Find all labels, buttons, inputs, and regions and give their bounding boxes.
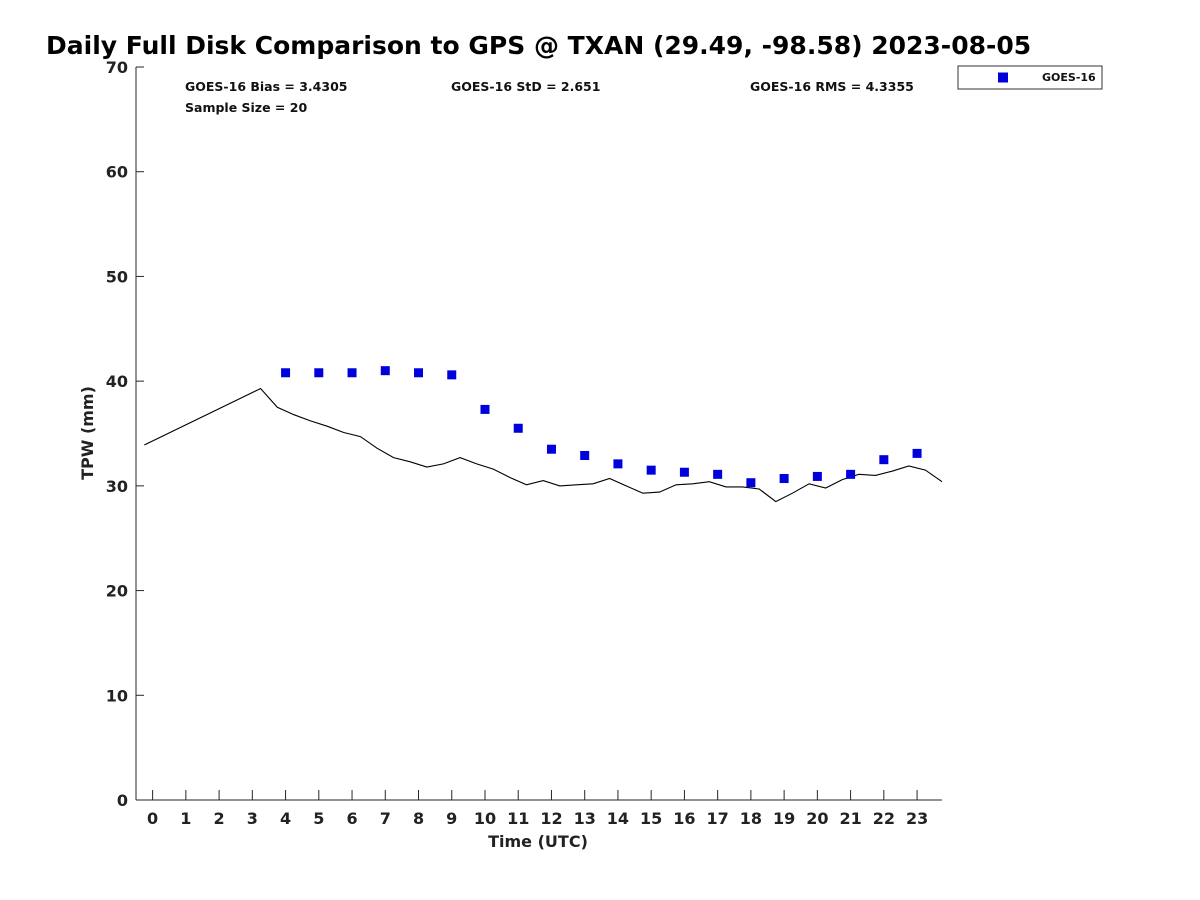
series-markers-layer [281,366,922,488]
x-tick-label: 21 [839,809,861,828]
series-line-reference [144,387,943,503]
goes16-point [679,467,689,477]
series-line-layer [144,387,943,503]
x-tick-label: 8 [413,809,424,828]
y-tick-label: 20 [106,582,128,601]
legend-box [957,65,1103,90]
x-tick-label: 14 [607,809,629,828]
goes16-point [912,448,922,458]
y-tick-label: 70 [106,58,128,77]
goes16-point [546,444,556,454]
goes16-point [414,368,424,378]
legend-label-goes16: GOES-16 [1042,71,1096,84]
goes16-point [746,478,756,488]
x-tick-label: 19 [773,809,795,828]
goes16-point [281,368,291,378]
goes16-point [480,404,490,414]
x-tick-label: 17 [707,809,729,828]
x-tick-label: 6 [346,809,357,828]
x-tick-label: 5 [313,809,324,828]
x-tick-label: 13 [574,809,596,828]
x-tick-label: 3 [247,809,258,828]
goes16-point [447,370,457,380]
stat-sample-size: Sample Size = 20 [185,100,307,115]
y-tick-label: 30 [106,477,128,496]
x-tick-label: 7 [380,809,391,828]
goes16-point [846,469,856,479]
goes16-point [779,474,789,484]
y-tick-label: 10 [106,686,128,705]
y-ticks: 0 10 20 30 40 50 60 70 [106,58,144,810]
x-tick-label: 12 [540,809,562,828]
x-tick-label: 10 [474,809,496,828]
goes16-point [513,423,523,433]
x-tick-label: 18 [740,809,762,828]
x-ticks: 0 1 2 3 4 5 6 7 8 9 10 11 12 13 14 15 16 17 18 19 20 21 22 23 [147,790,928,828]
x-tick-label: 23 [906,809,928,828]
goes16-point [713,469,723,479]
y-tick-label: 50 [106,267,128,286]
x-tick-label: 16 [673,809,695,828]
goes16-point [613,459,623,469]
x-tick-label: 11 [507,809,529,828]
stat-rms: GOES-16 RMS = 4.3355 [750,79,914,94]
legend-marker-goes16 [998,72,1008,83]
x-tick-label: 4 [280,809,291,828]
y-tick-label: 40 [106,372,128,391]
goes16-point [580,450,590,460]
stat-std: GOES-16 StD = 2.651 [451,79,600,94]
legend: GOES-16 [957,65,1103,90]
goes16-point [879,455,889,465]
x-tick-label: 1 [180,809,191,828]
chart-title: Daily Full Disk Comparison to GPS @ TXAN… [46,31,1031,60]
stat-bias: GOES-16 Bias = 3.4305 [185,79,347,94]
goes16-point [314,368,324,378]
goes16-point [812,471,822,481]
x-tick-label: 2 [214,809,225,828]
x-axis-label: Time (UTC) [488,832,588,851]
x-tick-label: 15 [640,809,662,828]
y-tick-label: 60 [106,163,128,182]
x-tick-label: 20 [806,809,828,828]
y-axis-label: TPW (mm) [78,386,97,480]
y-tick-label: 0 [117,791,128,810]
goes16-point [347,368,357,378]
x-tick-label: 9 [446,809,457,828]
goes16-point [646,465,656,475]
x-tick-label: 22 [873,809,895,828]
x-tick-label: 0 [147,809,158,828]
goes16-point [380,366,390,376]
